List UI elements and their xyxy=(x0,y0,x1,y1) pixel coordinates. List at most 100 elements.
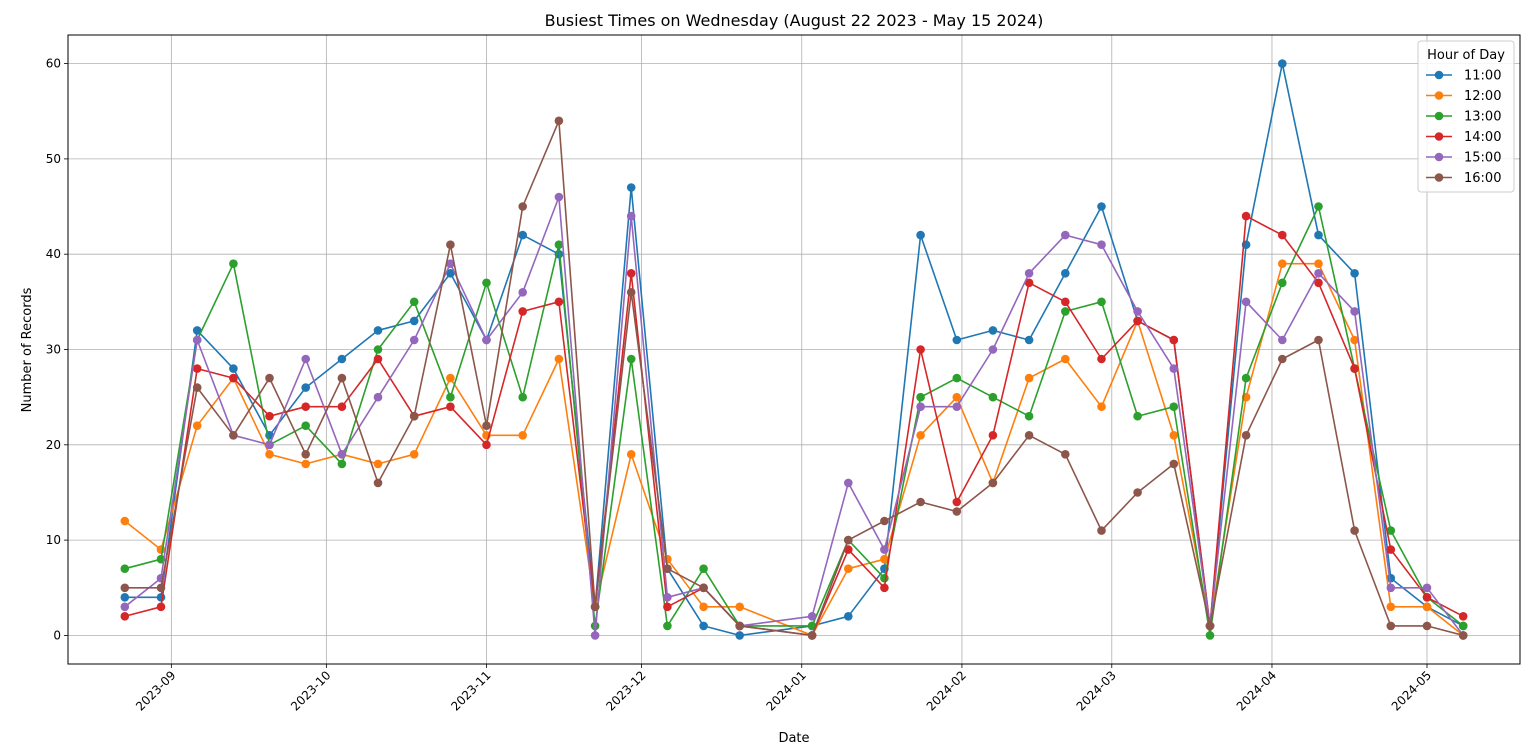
data-point xyxy=(1350,526,1359,535)
data-point xyxy=(1169,431,1179,440)
data-point xyxy=(1278,278,1287,288)
data-point xyxy=(337,459,347,469)
data-point xyxy=(1169,402,1179,412)
data-point xyxy=(952,402,962,412)
data-point xyxy=(626,354,636,364)
data-point xyxy=(482,335,491,345)
x-axis-label: Date xyxy=(778,731,809,746)
data-point xyxy=(192,364,202,373)
data-point xyxy=(1422,583,1432,593)
data-point xyxy=(337,450,347,459)
legend-swatch-marker xyxy=(1434,152,1444,162)
legend-label: 16:00 xyxy=(1464,171,1501,186)
data-point xyxy=(301,354,311,364)
data-point xyxy=(192,326,202,335)
data-point xyxy=(1024,269,1034,278)
data-point xyxy=(518,230,527,240)
data-point xyxy=(844,612,853,621)
legend-label: 13:00 xyxy=(1464,110,1501,125)
data-point xyxy=(446,240,455,249)
data-point xyxy=(880,554,889,564)
data-point xyxy=(952,392,962,402)
data-point xyxy=(880,583,889,593)
data-point xyxy=(554,192,564,202)
data-point xyxy=(1350,307,1359,316)
data-point xyxy=(1024,431,1034,440)
data-point xyxy=(626,450,636,459)
data-point xyxy=(229,373,238,383)
data-point xyxy=(663,564,672,573)
chart-title: Busiest Times on Wednesday (August 22 20… xyxy=(545,11,1044,30)
data-point xyxy=(988,326,998,335)
legend-label: 11:00 xyxy=(1464,69,1501,84)
data-point xyxy=(1241,297,1251,307)
data-point xyxy=(1133,488,1142,497)
data-point xyxy=(1169,335,1179,345)
data-point xyxy=(229,364,238,373)
data-point xyxy=(301,402,311,412)
data-point xyxy=(518,307,527,316)
data-point xyxy=(337,373,347,383)
legend-swatch-marker xyxy=(1434,132,1444,141)
data-point xyxy=(663,621,672,631)
data-point xyxy=(554,297,564,307)
data-point xyxy=(265,411,274,421)
data-point xyxy=(590,602,600,612)
data-point xyxy=(554,116,564,126)
data-point xyxy=(192,335,202,345)
y-tick-label: 30 xyxy=(46,343,61,357)
data-point xyxy=(373,478,383,488)
data-point xyxy=(916,431,925,440)
data-point xyxy=(1458,621,1468,631)
data-point xyxy=(120,602,130,612)
data-point xyxy=(301,383,311,392)
data-point xyxy=(1422,602,1432,612)
data-point xyxy=(1061,307,1070,316)
y-axis: 0 10 20 30 40 50 60 xyxy=(46,57,68,642)
data-point xyxy=(554,354,564,364)
data-point xyxy=(265,440,274,450)
data-point xyxy=(1422,593,1432,602)
data-point xyxy=(1278,354,1287,364)
data-point xyxy=(1350,364,1359,373)
data-point xyxy=(1061,450,1070,459)
y-tick-label: 50 xyxy=(46,152,61,166)
data-point xyxy=(1097,402,1106,412)
data-point xyxy=(1278,230,1287,240)
data-point xyxy=(482,278,491,288)
data-point xyxy=(1205,631,1215,640)
data-point xyxy=(1386,545,1396,554)
data-point xyxy=(916,345,925,354)
data-point xyxy=(699,602,708,612)
data-point xyxy=(735,602,744,612)
data-point xyxy=(1097,240,1106,249)
data-point xyxy=(518,392,527,402)
data-point xyxy=(988,478,998,488)
data-point xyxy=(1061,354,1070,364)
data-point xyxy=(1314,230,1323,240)
y-axis-label: Number of Records xyxy=(20,287,35,412)
data-point xyxy=(735,621,744,631)
legend-title: Hour of Day xyxy=(1427,48,1505,63)
data-point xyxy=(1097,354,1106,364)
y-tick-label: 0 xyxy=(53,628,61,642)
data-point xyxy=(844,535,853,545)
data-point xyxy=(1024,373,1034,383)
data-point xyxy=(482,421,491,431)
data-point xyxy=(373,345,383,354)
data-point xyxy=(916,497,925,507)
data-point xyxy=(229,431,238,440)
data-point xyxy=(192,421,202,431)
data-point xyxy=(1061,297,1070,307)
data-point xyxy=(1241,373,1251,383)
legend-label: 12:00 xyxy=(1464,89,1501,104)
data-point xyxy=(446,269,455,278)
data-point xyxy=(880,545,889,554)
data-point xyxy=(192,383,202,392)
data-point xyxy=(1422,621,1432,631)
data-point xyxy=(807,631,817,640)
data-point xyxy=(1314,278,1323,288)
data-point xyxy=(120,564,130,573)
data-point xyxy=(1278,59,1287,68)
data-point xyxy=(699,564,708,573)
